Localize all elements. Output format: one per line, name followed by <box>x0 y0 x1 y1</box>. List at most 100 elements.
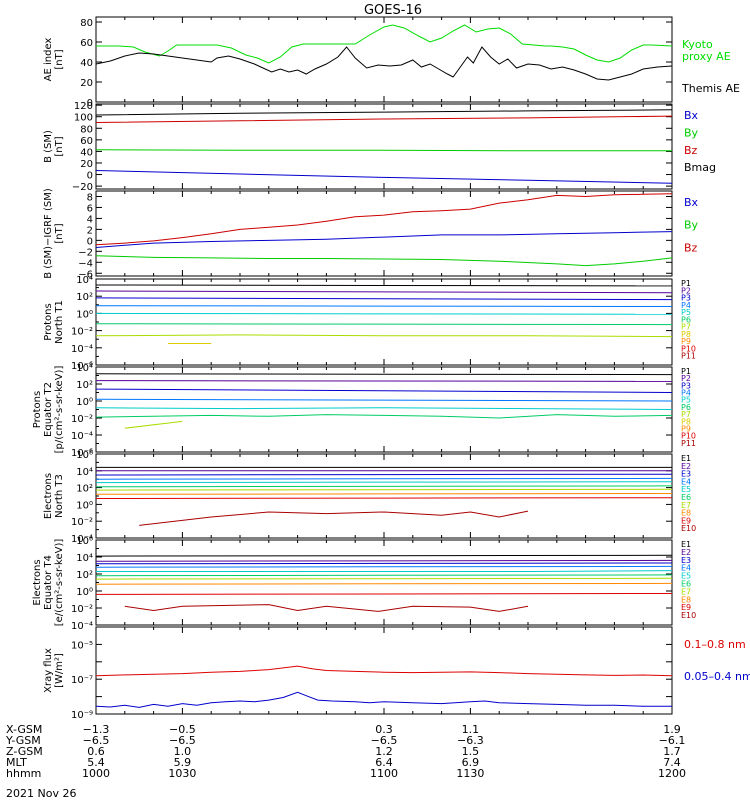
y-tick-label: 120 <box>74 101 93 112</box>
y-tick-label: 20 <box>80 78 93 89</box>
series-line-themis-ae <box>96 46 672 81</box>
legend-entry: P10 <box>681 344 696 353</box>
legend-entry: E8 <box>681 595 691 604</box>
series-line-e2 <box>96 559 672 562</box>
legend-entry: E9 <box>681 603 691 612</box>
series-line-e10 <box>124 604 529 612</box>
series-line-e4 <box>96 477 672 480</box>
legend-entry: P11 <box>681 439 696 448</box>
legend-entry: Bx <box>684 109 699 122</box>
y-tick-label: 10⁴ <box>76 467 93 478</box>
ephemeris-value: 6.4 <box>375 756 393 769</box>
ephemeris-value: 0.3 <box>375 723 393 736</box>
series-line-e6 <box>96 574 672 577</box>
y-tick-label: 10⁰ <box>76 500 93 511</box>
series-line-e5 <box>96 481 672 484</box>
y-tick-label: 10⁰ <box>76 397 93 408</box>
y-tick-label: 0 <box>87 98 93 109</box>
series-line-e6 <box>96 485 672 488</box>
legend-entry: P3 <box>681 381 691 390</box>
legend-entry: Bz <box>684 241 698 254</box>
y-tick-label: 10² <box>76 570 93 581</box>
legend-entry: E1 <box>681 540 691 549</box>
legend-entry: P2 <box>681 286 691 295</box>
ephemeris-value: 1.5 <box>462 745 480 758</box>
legend-entry: E3 <box>681 470 691 479</box>
y-axis-label: Electrons <box>43 473 54 519</box>
y-tick-label: 8 <box>87 192 93 203</box>
series-line-e5 <box>96 570 672 572</box>
series-line-p1 <box>96 373 672 376</box>
y-axis-label: Electrons <box>32 559 43 605</box>
series-line-bz <box>96 193 672 246</box>
series-line-e9 <box>96 593 672 595</box>
ephemeris-value: 7.4 <box>663 756 681 769</box>
y-axis-label: [nT] <box>54 223 65 243</box>
legend-entry: 0.05–0.4 nm <box>684 670 750 683</box>
legend-entry: E4 <box>681 477 691 486</box>
y-tick-label: 10⁻⁵ <box>71 640 93 651</box>
y-tick-label: 10² <box>76 380 93 391</box>
legend-entry: P1 <box>681 279 691 288</box>
series-line-p2 <box>96 380 672 382</box>
legend-entry: E5 <box>681 572 691 581</box>
series-line-e7 <box>96 488 672 491</box>
y-tick-label: 10⁻⁴ <box>71 621 93 632</box>
legend-entry: E8 <box>681 509 691 518</box>
series-line-p6 <box>96 323 672 326</box>
legend-entry: E7 <box>681 501 691 510</box>
series-line-bmag <box>96 109 672 116</box>
panel-frame <box>95 539 673 626</box>
legend-entry: P1 <box>681 367 691 376</box>
legend-entry: 0.1–0.8 nm <box>684 638 746 651</box>
y-axis-label: [p/(cm²-s-sr-keV)] <box>54 366 65 454</box>
y-tick-label: 10⁻⁷ <box>71 675 93 686</box>
legend-entry: P6 <box>681 403 691 412</box>
y-tick-label: 10⁻⁴ <box>71 431 93 442</box>
ephemeris-value: 1.1 <box>462 723 480 736</box>
y-tick-label: 10⁻⁴ <box>71 534 93 545</box>
legend: Bx By Bz <box>684 196 699 254</box>
y-tick-label: 10⁻² <box>71 517 93 528</box>
ephemeris-value: 1100 <box>370 767 398 780</box>
series-line-e7 <box>96 577 672 580</box>
series-line-p3 <box>96 297 672 301</box>
series-line-e1 <box>96 554 672 557</box>
series-line-bx <box>96 231 672 248</box>
series-line-p1 <box>96 284 672 287</box>
legend-entry: P8 <box>681 330 691 339</box>
y-tick-label: 10⁶ <box>76 536 93 547</box>
legend-entry: proxy AE <box>682 50 731 63</box>
y-tick-label: 10⁻² <box>71 327 93 338</box>
ephemeris-value: −6.5 <box>83 734 110 747</box>
legend-entry: E5 <box>681 485 691 494</box>
ephemeris-value: 1130 <box>456 767 484 780</box>
y-tick-label: 10⁴ <box>76 363 93 374</box>
y-tick-label: 60 <box>80 136 93 147</box>
legend-entry: Themis AE <box>681 82 740 95</box>
legend: 0.1–0.8 nm 0.05–0.4 nm <box>684 638 750 683</box>
panel-frame <box>95 366 673 453</box>
legend-entry: P4 <box>681 389 691 398</box>
ephemeris-value: −6.3 <box>457 734 484 747</box>
y-tick-label: 10⁰ <box>76 309 93 320</box>
panel-frame <box>95 626 673 715</box>
ephemeris-value: 1.2 <box>375 745 393 758</box>
ephemeris-value: 5.9 <box>174 756 192 769</box>
legend-entry: P6 <box>681 315 691 324</box>
legend-entry: P7 <box>681 323 691 332</box>
chart-title: GOES-16 <box>364 3 422 18</box>
ephemeris-value: 0.6 <box>87 745 105 758</box>
legend: Bx By Bz Bmag <box>684 109 716 174</box>
ephemeris-value: 1.0 <box>174 745 192 758</box>
y-tick-label: 4 <box>87 214 93 225</box>
series-line-bz <box>96 115 672 123</box>
y-tick-label: −20 <box>72 182 93 193</box>
y-axis-label: North T3 <box>54 474 65 518</box>
